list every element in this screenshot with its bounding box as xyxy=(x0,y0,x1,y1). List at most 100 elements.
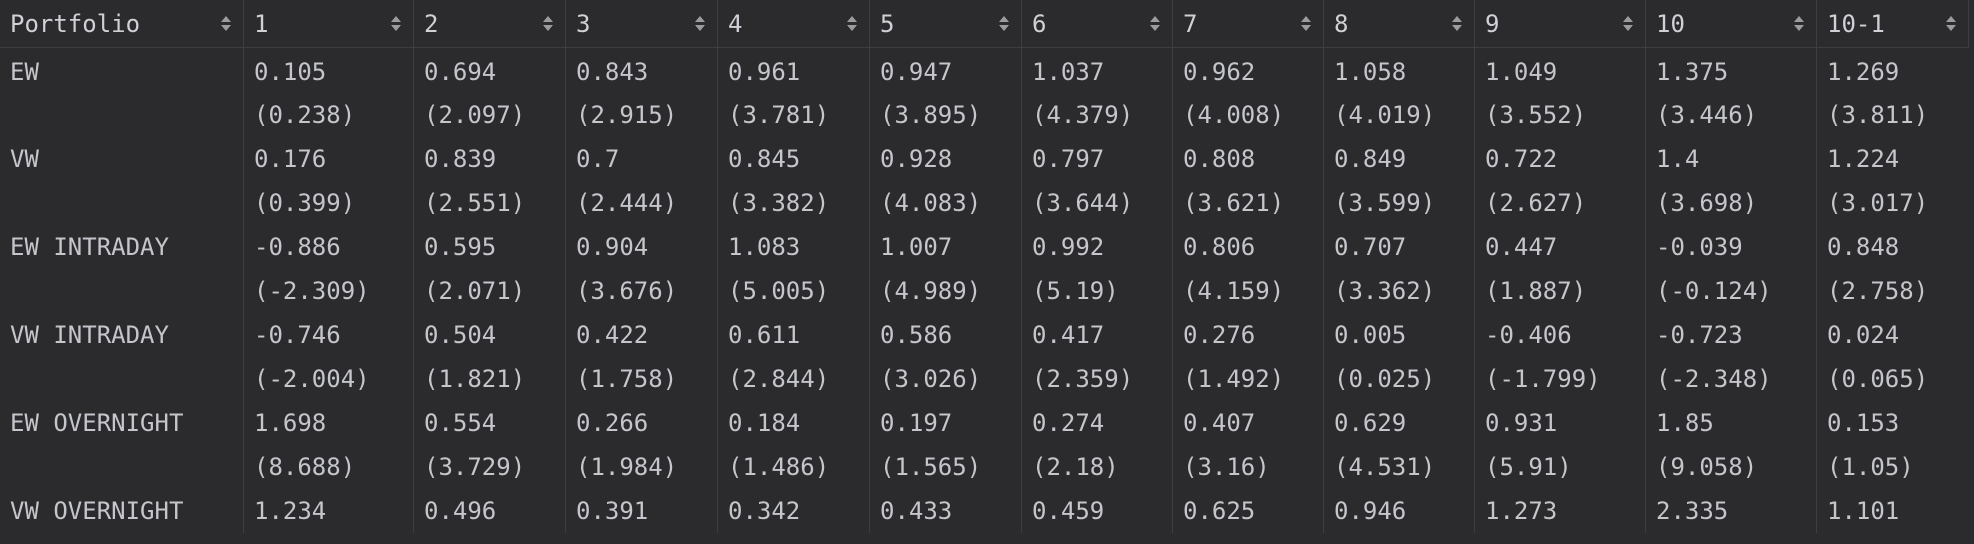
table-cell[interactable]: 1.083 xyxy=(718,225,870,269)
table-cell[interactable]: (2.097) xyxy=(414,93,566,137)
table-cell[interactable]: 0.797 xyxy=(1022,137,1173,181)
table-cell[interactable]: (5.91) xyxy=(1475,445,1646,489)
row-label[interactable] xyxy=(0,181,244,225)
table-cell[interactable]: (1.887) xyxy=(1475,269,1646,313)
table-cell[interactable]: 0.904 xyxy=(566,225,718,269)
table-cell[interactable]: (2.18) xyxy=(1022,445,1173,489)
table-cell[interactable]: 0.808 xyxy=(1173,137,1324,181)
table-cell[interactable]: 0.005 xyxy=(1324,313,1475,357)
table-cell[interactable]: 0.153 xyxy=(1827,409,1900,437)
table-cell[interactable]: (1.486) xyxy=(718,445,870,489)
sort-arrows-icon[interactable] xyxy=(1452,16,1462,31)
table-cell[interactable]: (3.026) xyxy=(870,357,1022,401)
table-cell[interactable]: 0.625 xyxy=(1173,489,1324,533)
table-cell[interactable]: 0.629 xyxy=(1324,401,1475,445)
table-cell[interactable]: 1.698 xyxy=(244,401,414,445)
table-cell[interactable]: 0.342 xyxy=(718,489,870,533)
table-cell[interactable]: 0.946 xyxy=(1324,489,1475,533)
table-cell[interactable]: 0.806 xyxy=(1173,225,1324,269)
table-cell[interactable]: 1.375 xyxy=(1646,48,1817,93)
table-cell[interactable]: 0.586 xyxy=(870,313,1022,357)
table-cell[interactable]: 0.496 xyxy=(414,489,566,533)
table-cell[interactable]: 0.843 xyxy=(566,48,718,93)
table-cell[interactable]: 0.422 xyxy=(566,313,718,357)
table-cell[interactable]: 0.417 xyxy=(1022,313,1173,357)
column-header-1[interactable]: 1 xyxy=(244,0,414,48)
column-header-6[interactable]: 6 xyxy=(1022,0,1173,48)
table-cell[interactable]: 0.504 xyxy=(414,313,566,357)
table-cell[interactable]: (2.444) xyxy=(566,181,718,225)
table-cell[interactable]: (3.895) xyxy=(870,93,1022,137)
column-header-4[interactable]: 4 xyxy=(718,0,870,48)
sort-arrows-icon[interactable] xyxy=(1794,16,1804,31)
table-cell[interactable]: 0.992 xyxy=(1022,225,1173,269)
row-label[interactable] xyxy=(0,357,244,401)
table-cell[interactable]: 0.722 xyxy=(1475,137,1646,181)
table-cell[interactable]: (2.359) xyxy=(1022,357,1173,401)
table-cell[interactable]: (1.05) xyxy=(1827,453,1914,481)
table-cell[interactable]: 1.037 xyxy=(1022,48,1173,93)
table-cell[interactable]: (4.989) xyxy=(870,269,1022,313)
table-cell[interactable]: (9.058) xyxy=(1646,445,1817,489)
row-label[interactable]: VW INTRADAY xyxy=(0,313,244,357)
sort-arrows-icon[interactable] xyxy=(221,16,231,31)
sort-arrows-icon[interactable] xyxy=(1301,16,1311,31)
table-cell[interactable]: (3.729) xyxy=(414,445,566,489)
table-cell[interactable]: (-0.124) xyxy=(1646,269,1817,313)
table-cell[interactable]: (1.758) xyxy=(566,357,718,401)
table-cell[interactable]: 0.184 xyxy=(718,401,870,445)
table-cell[interactable]: 1.007 xyxy=(870,225,1022,269)
column-header-3[interactable]: 3 xyxy=(566,0,718,48)
table-cell[interactable]: (3.382) xyxy=(718,181,870,225)
column-header-8[interactable]: 8 xyxy=(1324,0,1475,48)
table-cell[interactable]: 1.058 xyxy=(1324,48,1475,93)
table-cell[interactable]: (3.811) xyxy=(1827,101,1929,129)
table-cell[interactable]: (2.844) xyxy=(718,357,870,401)
table-cell[interactable]: (4.083) xyxy=(870,181,1022,225)
table-cell[interactable]: -0.406 xyxy=(1475,313,1646,357)
table-cell[interactable]: 0.848 xyxy=(1827,233,1900,261)
table-cell[interactable]: (4.019) xyxy=(1324,93,1475,137)
sort-arrows-icon[interactable] xyxy=(1150,16,1160,31)
table-cell[interactable]: 0.276 xyxy=(1173,313,1324,357)
row-label[interactable] xyxy=(0,269,244,313)
table-cell[interactable]: (3.676) xyxy=(566,269,718,313)
table-cell[interactable]: 0.849 xyxy=(1324,137,1475,181)
column-header-5[interactable]: 5 xyxy=(870,0,1022,48)
table-cell[interactable]: 1.234 xyxy=(244,489,414,533)
row-label[interactable]: EW OVERNIGHT xyxy=(0,401,244,445)
table-cell[interactable]: (0.065) xyxy=(1827,365,1929,393)
table-cell[interactable]: 0.274 xyxy=(1022,401,1173,445)
table-cell[interactable]: 0.407 xyxy=(1173,401,1324,445)
table-cell[interactable]: 0.845 xyxy=(718,137,870,181)
table-cell[interactable]: (4.008) xyxy=(1173,93,1324,137)
column-header-2[interactable]: 2 xyxy=(414,0,566,48)
table-cell[interactable]: (2.758) xyxy=(1827,277,1929,305)
table-cell[interactable]: (2.915) xyxy=(566,93,718,137)
table-cell[interactable]: (-1.799) xyxy=(1475,357,1646,401)
table-cell[interactable]: (0.238) xyxy=(244,93,414,137)
table-cell[interactable]: (3.362) xyxy=(1324,269,1475,313)
table-cell[interactable]: 1.101 xyxy=(1827,497,1900,525)
table-cell[interactable]: 0.931 xyxy=(1475,401,1646,445)
sort-arrows-icon[interactable] xyxy=(999,16,1009,31)
sort-arrows-icon[interactable] xyxy=(1623,16,1633,31)
table-cell[interactable]: 0.962 xyxy=(1173,48,1324,93)
sort-arrows-icon[interactable] xyxy=(391,16,401,31)
table-cell[interactable]: 1.85 xyxy=(1646,401,1817,445)
table-cell[interactable]: (3.698) xyxy=(1646,181,1817,225)
column-header-10[interactable]: 10 xyxy=(1646,0,1817,48)
table-cell[interactable]: 0.707 xyxy=(1324,225,1475,269)
table-cell[interactable]: (0.399) xyxy=(244,181,414,225)
table-cell[interactable]: 0.611 xyxy=(718,313,870,357)
table-cell[interactable]: 1.049 xyxy=(1475,48,1646,93)
table-cell[interactable]: -0.886 xyxy=(244,225,414,269)
table-cell[interactable]: 1.269 xyxy=(1827,57,1900,86)
table-cell[interactable]: 0.961 xyxy=(718,48,870,93)
table-cell[interactable]: (4.531) xyxy=(1324,445,1475,489)
column-header-10-1[interactable]: 10-1 xyxy=(1817,0,1969,48)
table-cell[interactable]: (2.551) xyxy=(414,181,566,225)
row-label[interactable]: VW xyxy=(0,137,244,181)
table-cell[interactable]: (3.16) xyxy=(1173,445,1324,489)
table-cell[interactable]: (3.781) xyxy=(718,93,870,137)
